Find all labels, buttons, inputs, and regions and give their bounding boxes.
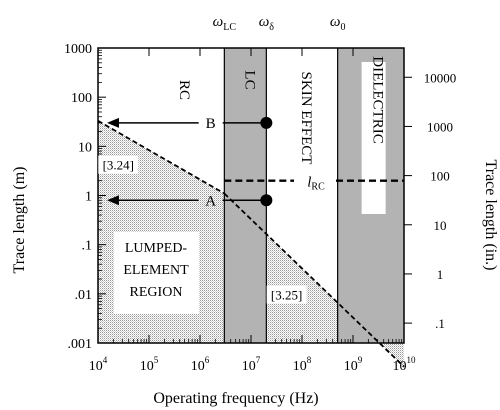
annotation-eq-3-24: [3.24]	[103, 158, 134, 173]
region-band-lc	[224, 48, 267, 343]
x-tick-label: 107	[242, 355, 261, 374]
point-label-B: B	[206, 116, 216, 132]
point-A	[260, 194, 273, 207]
region-layer	[98, 48, 404, 367]
arrow-head-B	[106, 117, 119, 128]
y-tick-label: .001	[68, 337, 93, 352]
lumped-region-label-line: ELEMENT	[123, 263, 189, 278]
region-label-rc: RC	[176, 80, 192, 100]
region-label-dielectric: DIELECTRIC	[370, 56, 386, 144]
dielectric-label-box	[361, 62, 386, 214]
x-tick-label: 105	[140, 355, 159, 374]
y-tick-label: 100	[71, 91, 92, 106]
annotation-eq-3-25: [3.25]	[271, 288, 302, 303]
arrow-head-A	[106, 195, 119, 206]
lumped-label-box	[114, 232, 199, 314]
y2-tick-label: .1	[435, 316, 445, 331]
point-label-A: A	[205, 193, 216, 209]
y-tick-label: 10	[78, 140, 92, 155]
region-label-skin-effect: SKIN EFFECT	[298, 72, 314, 165]
y2-tick-label: 10000	[424, 70, 457, 85]
text-layer: lRC B A 10000 1000 100 10 1 .1 104 105 106 107 108 109…	[64, 14, 456, 374]
y2-axis-label: Trace length (in.)	[482, 160, 499, 271]
series-line-1	[97, 120, 225, 195]
rc-threshold-label: lRC	[307, 175, 325, 193]
y2-tick-label: 10	[434, 218, 447, 233]
x-tick-label: 1010	[393, 355, 417, 374]
line-layer	[97, 48, 405, 368]
x-axis-label: Operating frequency (Hz)	[153, 390, 318, 407]
y-tick-label: 1000	[64, 42, 92, 57]
lumped-region-label-line: LUMPED-	[125, 241, 188, 256]
series-line-2	[223, 192, 405, 368]
x-tick-label: 108	[293, 355, 312, 374]
x-tick-label: 106	[191, 355, 210, 374]
y-tick-label: 1	[85, 190, 92, 205]
y-axis-label: Trace length (m)	[11, 167, 28, 274]
y-tick-label: .01	[75, 288, 93, 303]
region-label-lc: LC	[241, 70, 257, 89]
y-tick-label: .1	[82, 239, 93, 254]
y2-tick-label: 1	[437, 267, 444, 282]
annotation-box-eq-3-24	[98, 155, 139, 174]
frequency-marker-omega-delta: ωδ	[259, 14, 275, 33]
annotation-box-eq-3-25	[266, 285, 307, 304]
frequency-marker-omega-0: ω0	[330, 14, 346, 33]
y2-tick-label: 1000	[427, 119, 453, 134]
x-tick-label: 104	[89, 355, 108, 374]
x-tick-label: 109	[344, 355, 363, 374]
point-B	[260, 116, 273, 129]
frequency-marker-omega-lc: ωLC	[213, 14, 237, 33]
lumped-region-label-line: REGION	[130, 285, 183, 300]
y2-tick-label: 100	[430, 169, 450, 184]
